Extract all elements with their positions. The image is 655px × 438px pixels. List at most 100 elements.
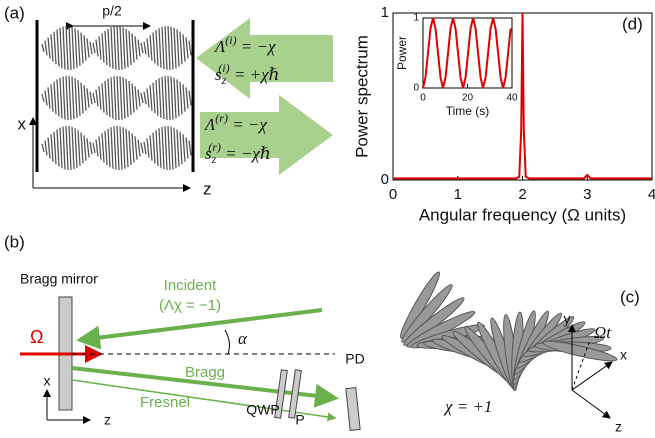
- wave-stripe: [72, 127, 74, 169]
- wave-stripe: [180, 82, 182, 115]
- panel-b: (b) Bragg mirror Ω α Incident (Λχ = −1) …: [4, 232, 365, 430]
- wave-stripe: [159, 28, 161, 68]
- wave-stripe: [126, 29, 128, 67]
- formula-part: (r): [208, 140, 221, 154]
- wave-stripe: [72, 27, 74, 69]
- wave-stripe: [57, 79, 59, 116]
- formula-part: z: [211, 152, 217, 166]
- wave-stripe: [102, 133, 104, 162]
- condition-label: (Λχ = −1): [159, 297, 221, 314]
- wave-stripe: [171, 77, 173, 120]
- wave-stripe: [111, 27, 113, 68]
- wave-stripe: [153, 133, 155, 164]
- wave-stripe: [174, 28, 176, 69]
- wave-stripe: [147, 38, 149, 57]
- y-tick-label: 0: [381, 171, 389, 188]
- formula: sz(i) = +χℏ: [215, 61, 280, 87]
- wave-stripe: [138, 140, 140, 157]
- polarizer-label: P: [295, 412, 304, 428]
- wave-stripe: [189, 141, 191, 156]
- y-tick-label: 1: [413, 13, 419, 24]
- wave-stripe: [99, 86, 101, 109]
- wave-stripe: [162, 27, 164, 69]
- wave-stripe: [129, 81, 131, 115]
- wave-stripe: [156, 130, 158, 166]
- x-tick-label: 0: [420, 93, 426, 104]
- panel-label: (a): [4, 3, 25, 22]
- z-axis-arrow: [572, 390, 610, 418]
- wave-stripe: [180, 132, 182, 165]
- wave-stripe: [171, 27, 173, 70]
- incident-label: Incident: [164, 277, 217, 294]
- wave-stripe: [60, 28, 62, 69]
- wave-stripe: [114, 26, 116, 69]
- panel-c: (c) y Ωt x z χ = +1: [397, 270, 640, 435]
- wave-stripe: [75, 78, 77, 118]
- wave-stripe: [174, 78, 176, 119]
- wave-stripe: [186, 137, 188, 158]
- angle-label: α: [238, 329, 248, 348]
- axis-label: z: [615, 419, 622, 435]
- wave-stripe: [150, 35, 152, 60]
- x-tick-label: 20: [462, 93, 474, 104]
- wave-stripe: [144, 42, 146, 55]
- wave-stripe: [66, 26, 68, 70]
- wave-stripe: [69, 26, 71, 70]
- wave-stripe: [129, 131, 131, 165]
- wave-stripe: [177, 29, 179, 66]
- wave-stripe: [111, 127, 113, 168]
- wave-stripe: [117, 76, 119, 120]
- x-tick-label: 40: [506, 93, 518, 104]
- wave-stripe: [108, 129, 110, 167]
- reflected-arrow: [200, 95, 333, 175]
- figure: (a) p/2 x z Λ(i) = −χsz(i) = +χℏΛ(r) = −…: [0, 0, 655, 438]
- y-tick-label: 1: [381, 4, 389, 21]
- wave-stripe: [102, 83, 104, 112]
- wave-stripe: [69, 126, 71, 170]
- wave-stripe: [117, 26, 119, 70]
- wave-stripe: [150, 85, 152, 110]
- incident-beam: [80, 310, 322, 340]
- wave-stripe: [96, 140, 98, 157]
- wave-stripe: [132, 83, 134, 112]
- wave-stripe: [189, 41, 191, 56]
- wave-stripe: [69, 76, 71, 120]
- wave-stripe: [93, 143, 95, 153]
- wave-stripe: [156, 30, 158, 66]
- wave-stripe: [42, 94, 44, 102]
- wave-stripe: [45, 141, 47, 156]
- x-axis-label: Angular frequency (Ω units): [419, 205, 626, 224]
- wave-stripe: [132, 133, 134, 162]
- wave-stripe: [132, 33, 134, 62]
- formula-part: = −χℏ: [221, 144, 271, 163]
- wave-stripe: [180, 32, 182, 65]
- chirality-label: χ = +1: [443, 397, 492, 416]
- wave-stripe: [159, 128, 161, 168]
- wave-stripe: [168, 26, 170, 70]
- wave-stripe: [48, 137, 50, 158]
- wave-stripe: [75, 128, 77, 168]
- wave-stripe: [144, 142, 146, 155]
- wave-stripe: [87, 38, 89, 57]
- wave-stripe: [111, 77, 113, 118]
- wave-stripe: [108, 79, 110, 117]
- wave-stripe: [81, 133, 83, 164]
- wave-stripe: [63, 127, 65, 170]
- wave-stripe: [90, 42, 92, 55]
- wave-stripe: [165, 26, 167, 70]
- wave-stripe: [78, 130, 80, 166]
- wave-stripe: [120, 126, 122, 169]
- wave-stripe: [177, 129, 179, 166]
- wave-stripe: [183, 134, 185, 161]
- wave-stripe: [75, 28, 77, 68]
- wave-stripe: [57, 129, 59, 166]
- formula-part: = −χ: [237, 37, 276, 56]
- wave-stripe: [102, 33, 104, 62]
- wave-stripe: [165, 126, 167, 170]
- wave-stripe: [165, 76, 167, 120]
- wave-stripe: [54, 132, 56, 165]
- mirror-label: Bragg mirror: [20, 271, 98, 287]
- detector: [346, 388, 360, 431]
- wave-stripe: [120, 26, 122, 69]
